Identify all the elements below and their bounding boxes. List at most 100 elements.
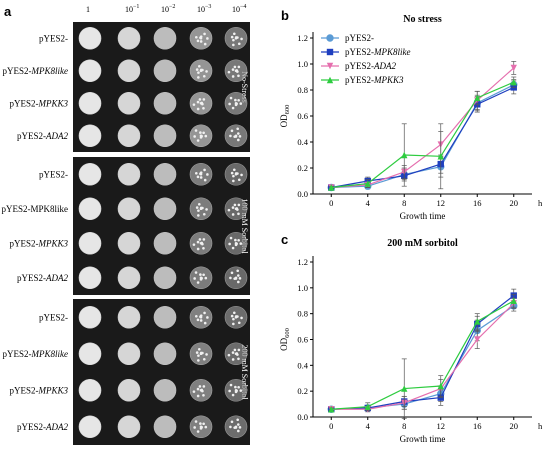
- colony-speck: [233, 311, 236, 315]
- colony-speck: [202, 98, 206, 101]
- colony-speck: [202, 238, 206, 241]
- colony-speck: [199, 171, 203, 174]
- plate-block: No-Stress: [73, 22, 250, 152]
- colony-speck: [206, 173, 209, 176]
- y-tick-label: 0.4: [297, 137, 308, 147]
- colony-speck: [205, 208, 208, 211]
- colony-spot: [117, 197, 141, 221]
- colony-speck: [201, 351, 204, 355]
- colony-speck: [240, 37, 243, 41]
- data-point: [326, 62, 334, 70]
- colony-speck: [197, 214, 200, 217]
- colony-speck: [233, 65, 237, 69]
- legend-label: pYES2-MPK8like: [345, 47, 411, 57]
- data-point: [510, 79, 517, 86]
- condition-label: No-Stress: [240, 71, 249, 103]
- colony-spot: [78, 342, 102, 366]
- panel-letter-a: a: [4, 4, 12, 19]
- colony-speck: [192, 103, 196, 106]
- colony-speck: [198, 385, 202, 388]
- colony-speck: [229, 425, 232, 429]
- colony-speck: [204, 276, 208, 280]
- colony-speck: [237, 132, 240, 135]
- colony-speck: [239, 389, 243, 392]
- colony-speck: [199, 131, 202, 134]
- series: [328, 293, 517, 419]
- colony-speck: [239, 242, 243, 245]
- colony-spot: [117, 124, 141, 148]
- x-tick-label: 8: [402, 198, 406, 208]
- colony-speck: [231, 68, 235, 71]
- colony-speck: [196, 281, 200, 284]
- data-point: [326, 48, 334, 56]
- colony-speck: [236, 353, 239, 356]
- colony-speck: [237, 274, 240, 277]
- chart-title: 200 mM sorbitol: [387, 238, 458, 249]
- data-point: [474, 336, 481, 343]
- panel-letter: b: [281, 8, 289, 23]
- colony-speck: [198, 98, 202, 101]
- colony-speck: [230, 271, 234, 275]
- colony-speck: [199, 40, 203, 43]
- colony-speck: [201, 206, 204, 210]
- y-tick-label: 1.2: [297, 257, 308, 267]
- colony-speck: [233, 426, 236, 429]
- colony-speck: [231, 206, 235, 209]
- x-unit-label: h: [538, 421, 543, 431]
- colony-spot: [117, 415, 141, 439]
- colony-spot: [153, 378, 177, 402]
- strain-label: pYES2-ADA2: [17, 131, 68, 141]
- colony-speck: [229, 96, 233, 100]
- colony-spot: [78, 305, 102, 329]
- colony-speck: [236, 315, 239, 318]
- x-tick-label: 16: [473, 421, 482, 431]
- series: [328, 288, 517, 413]
- colony-speck: [196, 39, 200, 43]
- colony-speck: [202, 212, 206, 216]
- colony-speck: [231, 106, 235, 110]
- colony-speck: [233, 168, 236, 172]
- colony-speck: [230, 314, 234, 318]
- x-tick-label: 20: [510, 421, 519, 431]
- colony-speck: [199, 427, 203, 430]
- colony-spot: [78, 197, 102, 221]
- growth-chart-200mm-sorbitol: c 200 mM sorbitol 0.0 0.2 0.4 0.6 0.8 1.0 1.2 0 4 8…: [279, 232, 543, 444]
- colony-speck: [196, 394, 200, 398]
- growth-chart-no-stress: b No stress 0.0 0.2 0.4 0.6 0.8 1.0 1.2 0 4 8 12 16 20…: [279, 8, 543, 221]
- colony-speck: [202, 246, 205, 250]
- y-tick-label: 1.0: [297, 283, 308, 293]
- colony-speck: [202, 393, 205, 397]
- x-tick-label: 12: [437, 421, 446, 431]
- colony-speck: [201, 102, 204, 106]
- colony-speck: [195, 314, 198, 318]
- colony-speck: [196, 318, 200, 322]
- colony-spot: [117, 231, 141, 255]
- data-point: [437, 153, 444, 160]
- colony-speck: [202, 357, 206, 361]
- colony-speck: [237, 429, 240, 433]
- colony-speck: [229, 383, 233, 387]
- colony-spot: [117, 91, 141, 115]
- colony-speck: [228, 102, 231, 106]
- y-axis-label: OD600: [279, 328, 291, 351]
- colony-speck: [227, 208, 231, 212]
- colony-spot: [78, 59, 102, 83]
- colony-speck: [193, 277, 196, 280]
- colony-spot: [78, 91, 102, 115]
- colony-speck: [206, 316, 209, 319]
- colony-speck: [237, 385, 240, 389]
- colony-speck: [230, 129, 234, 133]
- colony-speck: [237, 321, 241, 325]
- strain-label: pYES2-MPKK3: [9, 385, 68, 395]
- colony-spot: [117, 378, 141, 402]
- colony-speck: [199, 176, 203, 179]
- dilution-label: 10−3: [197, 4, 211, 14]
- colony-speck: [234, 243, 238, 247]
- colony-speck: [194, 271, 198, 274]
- data-point: [326, 34, 334, 42]
- x-tick-label: 12: [437, 198, 446, 208]
- colony-speck: [231, 393, 235, 397]
- colony-speck: [196, 430, 200, 433]
- series-line: [331, 300, 515, 410]
- colony-spot: [153, 162, 177, 186]
